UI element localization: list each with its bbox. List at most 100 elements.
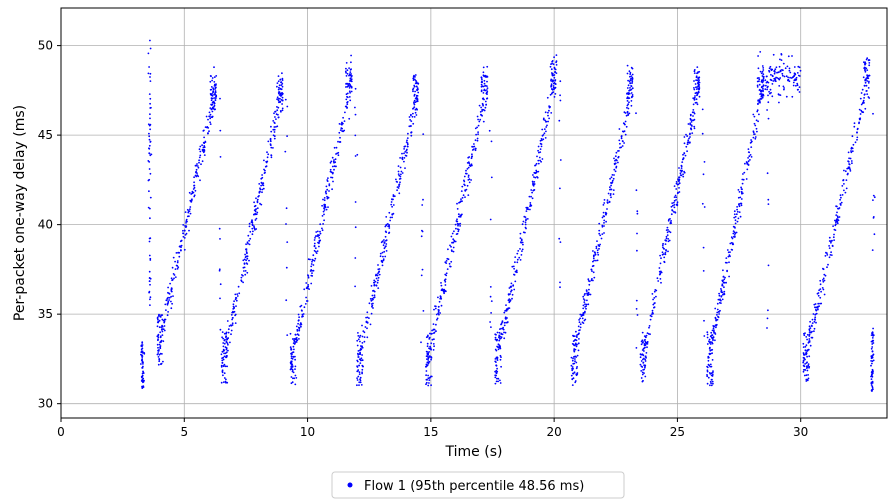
- data-point: [310, 282, 313, 285]
- data-point: [849, 157, 852, 160]
- data-point: [655, 295, 657, 298]
- data-point: [363, 331, 366, 334]
- data-point: [595, 259, 597, 262]
- data-point: [675, 199, 677, 201]
- data-point: [644, 358, 646, 361]
- data-point: [245, 250, 248, 252]
- data-point: [528, 195, 531, 198]
- data-point: [698, 81, 701, 84]
- data-point: [688, 137, 690, 140]
- data-point: [655, 289, 658, 292]
- data-point: [516, 258, 519, 261]
- data-point: [147, 123, 150, 126]
- data-point: [793, 74, 796, 77]
- data-point: [836, 215, 839, 218]
- data-point: [195, 164, 198, 167]
- data-point: [545, 126, 548, 128]
- data-point: [142, 377, 145, 380]
- data-point: [739, 215, 742, 218]
- data-point: [823, 273, 826, 276]
- data-point: [858, 117, 861, 120]
- data-point: [752, 136, 755, 139]
- data-point: [702, 246, 705, 249]
- data-point: [696, 103, 699, 106]
- data-point: [590, 268, 593, 271]
- data-point: [871, 386, 874, 389]
- data-point: [311, 272, 313, 274]
- data-point: [710, 374, 713, 377]
- data-point: [179, 240, 182, 243]
- data-point: [792, 84, 795, 87]
- data-point: [734, 215, 737, 218]
- data-point: [357, 352, 359, 355]
- data-point: [521, 223, 524, 226]
- data-point: [225, 331, 228, 334]
- data-point: [303, 306, 306, 309]
- data-point: [539, 148, 542, 151]
- data-point: [245, 248, 248, 251]
- data-point: [586, 299, 588, 302]
- data-point: [388, 211, 391, 214]
- data-point: [364, 326, 367, 328]
- data-point: [749, 154, 752, 156]
- data-point: [807, 377, 810, 380]
- data-point: [261, 174, 263, 176]
- data-point: [254, 212, 257, 215]
- data-point: [183, 237, 186, 239]
- data-point: [180, 249, 182, 251]
- data-point: [276, 106, 278, 108]
- data-point: [603, 222, 605, 224]
- data-point: [478, 120, 481, 123]
- data-point: [816, 292, 819, 295]
- data-point: [333, 159, 335, 161]
- data-point: [161, 328, 163, 330]
- data-point: [294, 365, 297, 368]
- data-point: [721, 279, 724, 282]
- data-point: [540, 138, 543, 140]
- data-point: [348, 74, 350, 77]
- data-point: [630, 104, 633, 107]
- data-point: [735, 213, 738, 216]
- data-point: [315, 231, 318, 233]
- data-point: [555, 64, 558, 66]
- data-point: [680, 167, 683, 170]
- data-point: [830, 241, 832, 244]
- data-point: [149, 298, 151, 301]
- data-point: [272, 147, 274, 149]
- data-point: [436, 318, 438, 321]
- data-point: [224, 365, 227, 368]
- data-point: [642, 354, 645, 356]
- data-point: [330, 171, 333, 174]
- data-point: [625, 114, 628, 117]
- data-point: [547, 120, 549, 123]
- data-point: [868, 80, 870, 83]
- data-point: [662, 246, 664, 249]
- data-point: [234, 313, 237, 316]
- data-point: [719, 309, 721, 312]
- data-point: [619, 142, 621, 145]
- data-point: [199, 154, 202, 157]
- data-point: [213, 66, 215, 69]
- data-point: [295, 340, 297, 343]
- data-point: [317, 241, 319, 244]
- data-point: [357, 369, 360, 371]
- data-point: [509, 299, 512, 301]
- data-point: [319, 230, 321, 233]
- data-point: [245, 255, 248, 258]
- data-point: [226, 342, 229, 345]
- data-point: [356, 379, 359, 381]
- data-point: [735, 231, 738, 234]
- data-point: [184, 211, 187, 214]
- data-point: [227, 343, 229, 346]
- data-point: [717, 315, 719, 318]
- data-point: [723, 290, 726, 293]
- data-point: [251, 224, 254, 227]
- data-point: [221, 359, 224, 362]
- data-point: [541, 134, 544, 137]
- data-point: [350, 76, 353, 78]
- data-point: [770, 79, 773, 82]
- data-point: [332, 180, 334, 183]
- data-point: [494, 376, 497, 379]
- data-point: [866, 80, 869, 82]
